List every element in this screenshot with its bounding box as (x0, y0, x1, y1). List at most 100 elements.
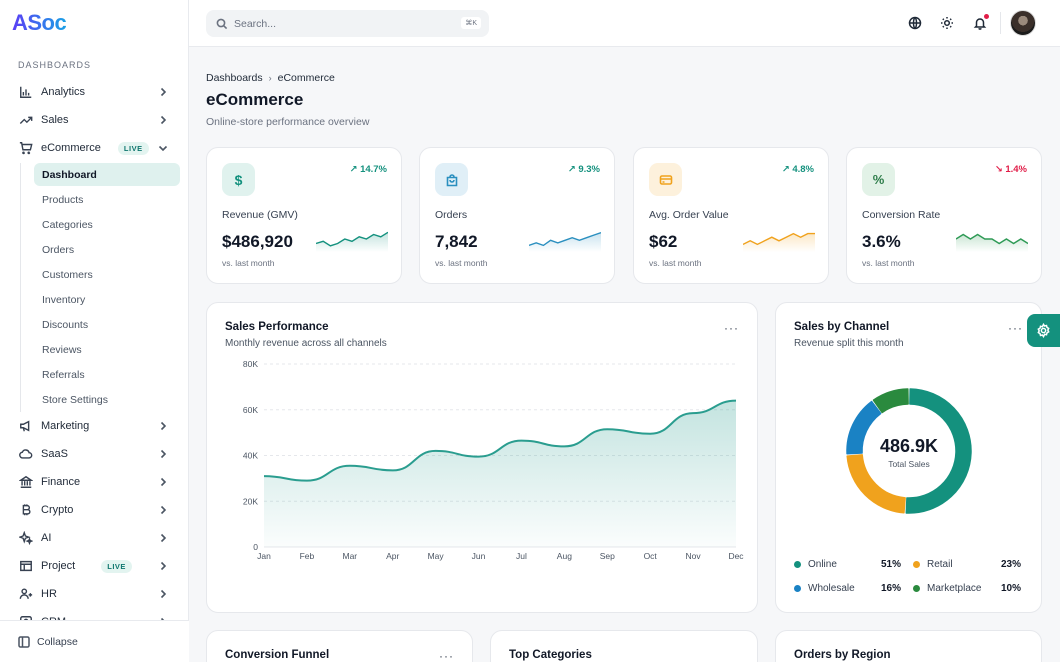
sidebar-item-label: SaaS (41, 448, 68, 460)
chevron-right-icon (158, 449, 168, 459)
subnav-item-store-settings[interactable]: Store Settings (42, 393, 108, 406)
chevron-right-icon (158, 561, 168, 571)
orders-by-region-card: Orders by Region (775, 630, 1042, 662)
chevron-right-icon (158, 505, 168, 515)
chevron-right-icon (158, 421, 168, 431)
search-input[interactable] (234, 17, 454, 30)
card-title: Sales by Channel (794, 321, 890, 333)
kpi-sparkline (316, 231, 388, 252)
kanban-icon (18, 559, 33, 574)
globe-icon[interactable] (908, 16, 922, 30)
subnav-item-customers[interactable]: Customers (42, 268, 93, 281)
legend-item-retail: Retail (913, 559, 953, 570)
sun-icon[interactable] (940, 16, 954, 30)
more-options-icon[interactable]: ··· (1008, 321, 1023, 335)
legend-dot (794, 561, 801, 568)
chevron-right-icon (158, 589, 168, 599)
kpi-foot: vs. last month (435, 258, 488, 268)
search-box[interactable]: ⌘K (206, 10, 489, 37)
card-title: Sales Performance (225, 321, 329, 333)
subnav-item-categories[interactable]: Categories (42, 218, 93, 231)
y-tick-label: 0 (253, 542, 258, 552)
chevron-down-icon (158, 143, 168, 153)
sidebar-item-label: Project (41, 560, 76, 572)
chevron-right-icon: › (268, 73, 272, 83)
kpi-value: 7,842 (435, 232, 478, 251)
legend-dot (913, 585, 920, 592)
kpi-label: Avg. Order Value (649, 209, 729, 221)
gear-icon (1037, 323, 1050, 338)
donut-slice-wholesale[interactable] (846, 400, 882, 455)
notification-dot (984, 14, 989, 19)
subnav-item-discounts[interactable]: Discounts (42, 318, 89, 331)
bell-icon[interactable] (973, 14, 989, 30)
sidebar-item-label: eCommerce (41, 142, 101, 154)
donut-slice-online[interactable] (905, 388, 972, 514)
kpi-delta: ↗ 9.3% (567, 164, 600, 175)
sidebar-item-saas[interactable]: SaaS (0, 440, 189, 468)
chevron-right-icon (158, 87, 168, 97)
subnav-item-products[interactable]: Products (42, 193, 84, 206)
y-tick-label: 20K (243, 496, 258, 506)
conversion-funnel-card: Conversion Funnel ··· (206, 630, 473, 662)
legend-label: Retail (927, 559, 953, 570)
sales-area-chart: 0 20K 40K 60K 80K Jan Feb Mar Apr May Jun Jul Aug Sep… (243, 359, 744, 561)
legend-value: 23% (1001, 559, 1022, 570)
legend-label: Online (808, 559, 837, 570)
top-categories-card: Top Categories (490, 630, 758, 662)
sidebar-item-crypto[interactable]: Crypto (0, 496, 189, 524)
y-tick-label: 60K (243, 405, 258, 415)
sidebar-item-label: Sales (41, 114, 69, 126)
kpi-value: $486,920 (222, 232, 293, 251)
subnav-item-reviews[interactable]: Reviews (42, 343, 82, 356)
sidebar-item-analytics[interactable]: Analytics (0, 78, 189, 106)
x-tick-label: Jul (516, 551, 527, 561)
donut-center-value: 486.9K (879, 436, 939, 456)
sidebar-item-hr[interactable]: HR (0, 580, 189, 608)
subnav-item-inventory[interactable]: Inventory (42, 293, 86, 306)
donut-slice-retail[interactable] (846, 454, 906, 514)
sidebar-item-marketing[interactable]: Marketing (0, 412, 189, 440)
live-badge: LIVE (101, 559, 132, 573)
channel-donut-chart (846, 388, 972, 514)
search-shortcut: ⌘K (461, 17, 481, 29)
more-options-icon[interactable]: ··· (724, 321, 739, 335)
legend-item-wholesale: Wholesale (794, 583, 855, 594)
page-subtitle: Online-store performance overview (206, 116, 370, 128)
sidebar-item-sales[interactable]: Sales (0, 106, 189, 134)
trending-up-icon (18, 113, 33, 128)
collapse-button[interactable]: Collapse (0, 620, 189, 662)
kpi-foot: vs. last month (222, 258, 275, 268)
y-tick-label: 80K (243, 359, 258, 369)
cloud-icon (18, 447, 33, 462)
donut-center-label: Total Sales (888, 459, 930, 469)
subnav-item-dashboard[interactable]: Dashboard (34, 163, 180, 186)
area-fill (264, 400, 736, 547)
subnav-item-orders[interactable]: Orders (42, 243, 75, 256)
donut-slice-marketplace[interactable] (872, 388, 909, 414)
more-options-icon[interactable]: ··· (439, 649, 454, 662)
sidebar-item-project[interactable]: Project LIVE (0, 552, 189, 580)
breadcrumb-item[interactable]: Dashboards (206, 72, 263, 84)
sidebar-item-label: Crypto (41, 504, 74, 516)
logo[interactable]: ASoc (12, 10, 67, 36)
breadcrumb: Dashboards › eCommerce (206, 72, 335, 84)
subnav-item-referrals[interactable]: Referrals (42, 368, 85, 381)
sidebar-item-ecommerce[interactable]: eCommerce LIVE (0, 134, 189, 162)
x-tick-label: Feb (300, 551, 315, 561)
kpi-label: Orders (435, 209, 468, 221)
avatar[interactable] (1010, 10, 1036, 36)
x-tick-label: Sep (600, 551, 615, 561)
sidebar-item-finance[interactable]: Finance (0, 468, 189, 496)
x-tick-label: Jan (257, 551, 271, 561)
card-title: Top Categories (509, 649, 592, 661)
arrow-down-right-icon: ↘ (994, 164, 1006, 175)
kpi-value: 3.6% (862, 232, 901, 251)
x-tick-label: Nov (686, 551, 702, 561)
settings-fab[interactable] (1027, 314, 1060, 347)
dollar-icon: $ (222, 163, 255, 196)
sidebar-item-ai[interactable]: AI (0, 524, 189, 552)
arrow-up-right-icon: ↗ (567, 164, 579, 175)
cart-icon (18, 141, 33, 156)
kpi-card-revenue: $ ↗ 14.7% Revenue (GMV) $486,920 vs. las… (206, 147, 402, 284)
